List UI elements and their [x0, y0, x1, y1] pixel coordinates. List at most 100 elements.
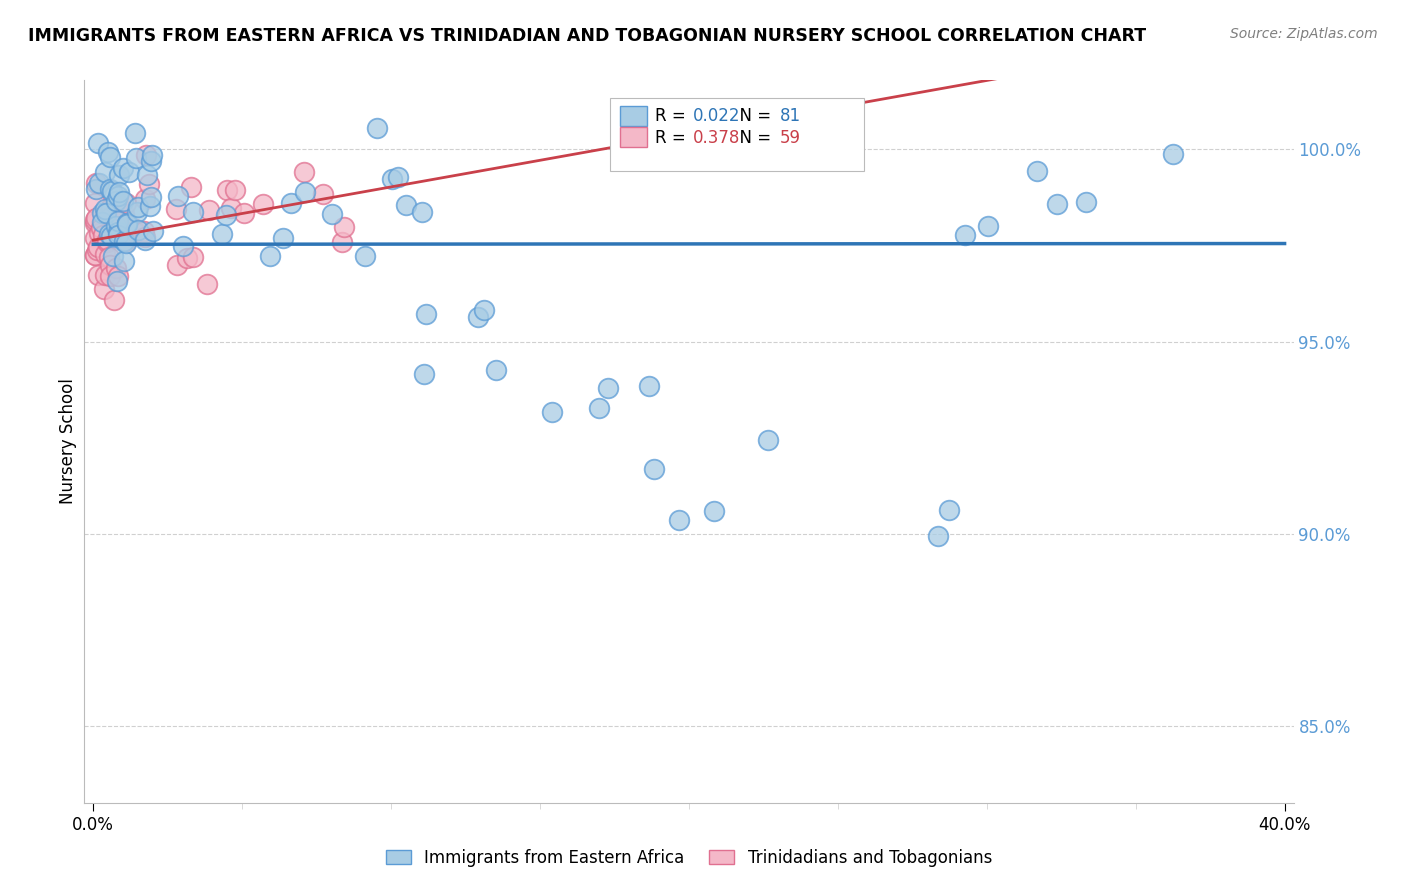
Point — [105, 274, 128, 288]
Point — [312, 186, 335, 201]
Point — [415, 307, 437, 321]
Point — [98, 182, 121, 196]
Point — [87, 227, 110, 241]
Point — [104, 215, 127, 229]
Point — [118, 165, 141, 179]
Text: R =: R = — [655, 107, 692, 125]
Point — [259, 249, 281, 263]
Point — [333, 220, 356, 235]
Point — [84, 176, 107, 190]
Point — [107, 225, 129, 239]
Point — [114, 234, 136, 248]
Point — [938, 503, 960, 517]
Point — [100, 229, 122, 244]
Point — [100, 200, 122, 214]
Point — [86, 268, 108, 283]
Point — [412, 367, 434, 381]
Point — [100, 210, 122, 224]
Point — [86, 243, 108, 257]
Point — [134, 230, 156, 244]
Point — [83, 195, 105, 210]
Point — [127, 223, 149, 237]
Point — [96, 235, 118, 250]
Point — [90, 220, 112, 235]
Point — [211, 227, 233, 242]
Point — [540, 405, 562, 419]
Point — [139, 190, 162, 204]
Point — [121, 229, 143, 244]
Point — [112, 227, 135, 241]
Point — [134, 233, 156, 247]
Point — [167, 188, 190, 202]
Point — [103, 250, 125, 264]
Point — [134, 223, 156, 237]
Point — [84, 248, 107, 262]
Point — [107, 268, 129, 283]
Point — [83, 216, 105, 230]
Point — [111, 161, 134, 175]
Point — [252, 197, 274, 211]
Point — [224, 183, 246, 197]
Point — [135, 168, 157, 182]
Point — [112, 234, 135, 248]
Point — [395, 198, 418, 212]
Point — [104, 219, 127, 234]
Point — [121, 220, 143, 235]
Text: IMMIGRANTS FROM EASTERN AFRICA VS TRINIDADIAN AND TOBAGONIAN NURSERY SCHOOL CORR: IMMIGRANTS FROM EASTERN AFRICA VS TRINID… — [28, 27, 1146, 45]
Point — [598, 381, 620, 395]
Point — [112, 253, 135, 268]
Point — [125, 204, 148, 219]
Point — [124, 126, 146, 140]
Point — [107, 168, 129, 182]
Point — [96, 233, 118, 247]
Point — [198, 203, 221, 218]
Point — [107, 227, 129, 242]
Point — [98, 150, 121, 164]
Point — [484, 363, 506, 377]
Point — [84, 182, 107, 196]
Point — [215, 208, 238, 222]
Point — [927, 529, 949, 543]
Point — [221, 201, 243, 215]
Point — [176, 251, 198, 265]
Point — [97, 145, 120, 160]
Point — [142, 224, 165, 238]
Point — [83, 231, 105, 245]
Point — [294, 186, 316, 200]
Point — [1074, 194, 1097, 209]
Point — [141, 148, 163, 162]
Point — [181, 204, 204, 219]
Point — [215, 183, 238, 197]
Point — [107, 189, 129, 203]
Point — [138, 177, 160, 191]
Point — [977, 219, 1000, 233]
Point — [467, 310, 489, 324]
Point — [83, 213, 105, 227]
Point — [472, 303, 495, 318]
Point — [94, 165, 117, 179]
Point — [135, 148, 157, 162]
FancyBboxPatch shape — [620, 105, 647, 126]
Point — [166, 259, 188, 273]
Point — [125, 151, 148, 165]
Point — [134, 193, 156, 207]
Point — [122, 224, 145, 238]
Point — [292, 165, 315, 179]
Point — [90, 206, 112, 220]
Point — [115, 216, 138, 230]
Point — [172, 239, 194, 253]
Point — [387, 170, 409, 185]
Point — [115, 217, 138, 231]
Y-axis label: Nursery School: Nursery School — [59, 378, 77, 505]
Point — [101, 184, 124, 198]
Point — [84, 211, 107, 225]
Point — [94, 268, 117, 283]
Point — [354, 249, 377, 263]
Point — [87, 240, 110, 254]
Point — [93, 281, 115, 295]
Point — [108, 212, 131, 227]
FancyBboxPatch shape — [610, 98, 865, 170]
Point — [103, 293, 125, 308]
Point — [411, 204, 433, 219]
Point — [98, 269, 121, 284]
